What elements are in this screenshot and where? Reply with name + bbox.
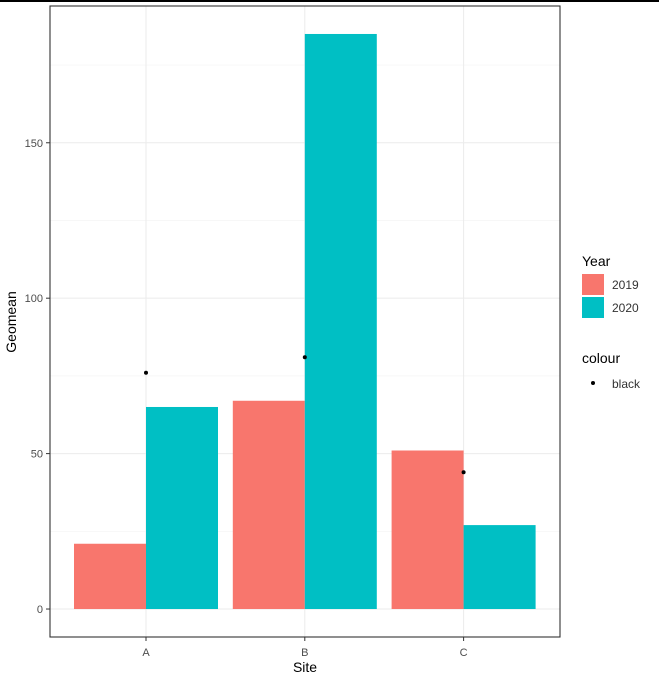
legend: Year 2019 2020 colour black [582, 253, 641, 391]
legend-key-2020 [582, 297, 604, 318]
legend-key-2019 [582, 274, 604, 295]
bar-A-2019 [74, 543, 146, 610]
bar-C-2019 [391, 450, 464, 610]
y-axis: 0 50 100 150 [25, 138, 50, 616]
bar-C-2020 [463, 525, 536, 610]
point-B [302, 355, 307, 360]
y-tick-label: 0 [37, 604, 43, 616]
bar-B-2019 [232, 400, 305, 610]
y-tick-label: 100 [25, 293, 43, 305]
legend-key-point-black [591, 381, 595, 385]
x-axis-title: Site [293, 659, 317, 675]
y-axis-title: Geomean [3, 291, 19, 352]
points [144, 355, 466, 475]
bars [74, 33, 536, 610]
top-border-line [0, 0, 659, 2]
x-tick-label: C [460, 647, 468, 659]
x-tick-label: A [142, 647, 150, 659]
point-A [144, 370, 148, 375]
legend-title-year: Year [582, 253, 611, 269]
legend-title-colour: colour [582, 350, 620, 366]
x-axis: A B C [142, 637, 468, 659]
y-tick-label: 50 [31, 449, 43, 461]
point-C [461, 470, 466, 475]
legend-label-black: black [612, 377, 641, 391]
bar-B-2020 [304, 33, 377, 610]
bar-A-2020 [146, 406, 218, 610]
x-tick-label: B [301, 647, 308, 659]
legend-label-2020: 2020 [612, 301, 639, 315]
legend-label-2019: 2019 [612, 278, 639, 292]
y-tick-label: 150 [25, 138, 43, 150]
